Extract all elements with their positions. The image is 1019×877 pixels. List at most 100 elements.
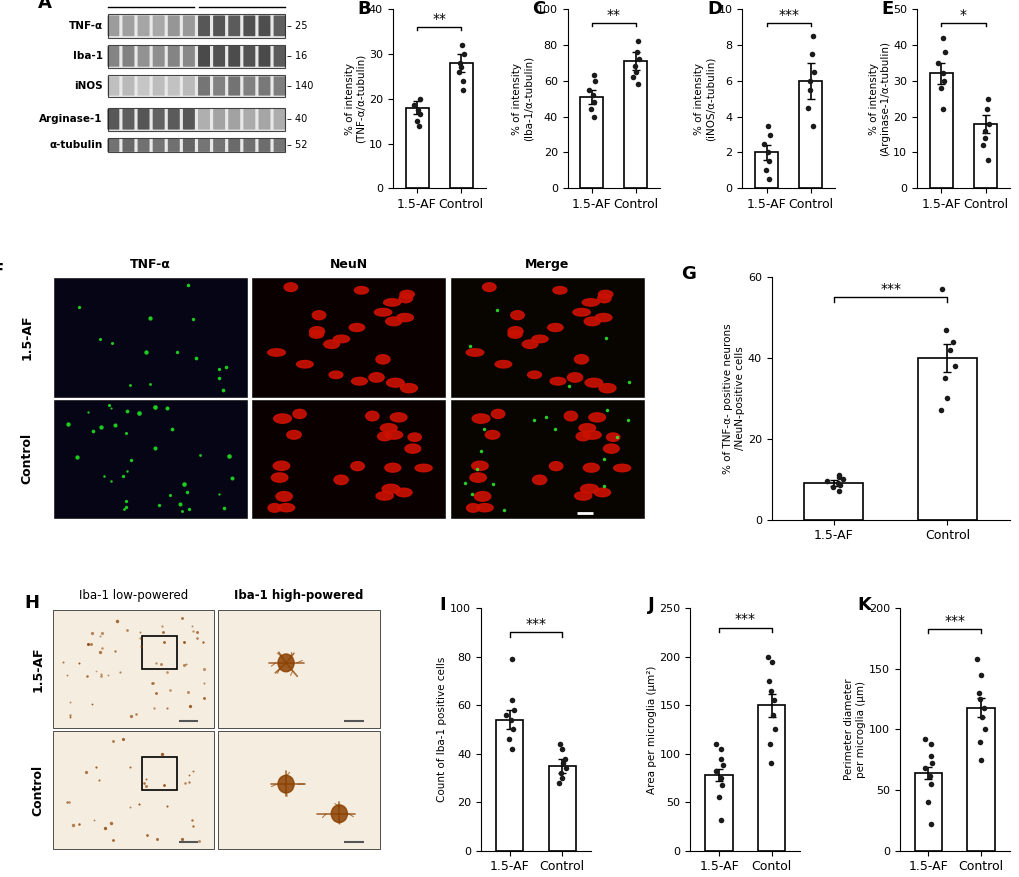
Text: **: **: [432, 11, 445, 25]
Ellipse shape: [507, 331, 522, 339]
Point: [557, 761, 574, 775]
Point: [551, 737, 568, 751]
Point: [410, 103, 426, 117]
Ellipse shape: [597, 294, 610, 303]
Bar: [580, 96, 602, 189]
Ellipse shape: [267, 349, 285, 356]
Ellipse shape: [606, 433, 620, 441]
Point: [931, 81, 948, 95]
Ellipse shape: [476, 503, 492, 512]
Text: A: A: [38, 0, 52, 12]
Bar: [406, 108, 428, 189]
Text: *: *: [959, 8, 966, 22]
Point: [804, 29, 820, 43]
Bar: [624, 61, 647, 189]
Ellipse shape: [377, 432, 391, 441]
Text: ***: ***: [879, 282, 901, 296]
Ellipse shape: [385, 317, 401, 325]
Text: α-tubulin: α-tubulin: [50, 140, 103, 150]
Point: [933, 67, 950, 81]
Point: [586, 74, 602, 88]
Ellipse shape: [532, 335, 547, 343]
Point: [929, 55, 946, 69]
Text: TNF-α: TNF-α: [68, 21, 103, 31]
Ellipse shape: [613, 464, 630, 472]
Point: [923, 756, 940, 770]
FancyBboxPatch shape: [153, 46, 164, 67]
Point: [824, 481, 841, 495]
FancyBboxPatch shape: [244, 76, 255, 96]
Point: [977, 103, 994, 117]
FancyBboxPatch shape: [122, 76, 135, 96]
Point: [550, 776, 567, 790]
FancyBboxPatch shape: [273, 76, 285, 96]
Ellipse shape: [474, 492, 490, 501]
Point: [554, 756, 571, 770]
Ellipse shape: [527, 371, 541, 379]
Ellipse shape: [380, 424, 396, 432]
FancyBboxPatch shape: [168, 46, 179, 67]
Ellipse shape: [276, 492, 292, 501]
Point: [803, 46, 819, 61]
Bar: [917, 358, 976, 519]
FancyBboxPatch shape: [53, 731, 214, 849]
Point: [452, 61, 469, 75]
Ellipse shape: [382, 484, 399, 493]
FancyBboxPatch shape: [218, 610, 379, 728]
Ellipse shape: [399, 290, 414, 298]
Point: [941, 343, 957, 357]
Y-axis label: Count of Iba-1 positive cells: Count of Iba-1 positive cells: [437, 657, 447, 802]
Bar: [495, 720, 523, 851]
Ellipse shape: [329, 371, 342, 379]
Ellipse shape: [567, 373, 582, 382]
Point: [707, 737, 723, 751]
FancyBboxPatch shape: [253, 278, 444, 397]
Point: [503, 652, 520, 667]
FancyBboxPatch shape: [258, 16, 270, 36]
Ellipse shape: [588, 413, 605, 422]
Ellipse shape: [593, 488, 610, 496]
Point: [583, 103, 599, 117]
Point: [764, 708, 781, 722]
FancyBboxPatch shape: [258, 76, 270, 96]
Bar: [966, 708, 994, 851]
Point: [503, 742, 520, 756]
FancyBboxPatch shape: [108, 45, 284, 68]
Ellipse shape: [579, 424, 595, 432]
Point: [935, 45, 952, 59]
Ellipse shape: [376, 354, 389, 364]
FancyBboxPatch shape: [138, 16, 150, 36]
Point: [713, 778, 730, 792]
FancyBboxPatch shape: [198, 139, 210, 152]
Point: [829, 470, 846, 484]
Text: Iba-1: Iba-1: [73, 52, 103, 61]
Text: I: I: [438, 596, 445, 614]
Point: [629, 45, 645, 59]
Bar: [142, 757, 177, 790]
Text: **: **: [606, 8, 621, 22]
Point: [757, 163, 773, 177]
Ellipse shape: [598, 383, 615, 393]
Ellipse shape: [386, 378, 404, 387]
Point: [504, 723, 521, 737]
Point: [916, 761, 932, 775]
Point: [971, 752, 987, 766]
Point: [585, 88, 601, 102]
Point: [766, 723, 783, 737]
Text: E: E: [880, 0, 894, 18]
Ellipse shape: [273, 461, 289, 470]
Ellipse shape: [374, 309, 391, 316]
FancyBboxPatch shape: [138, 139, 150, 152]
FancyBboxPatch shape: [273, 139, 285, 152]
Ellipse shape: [268, 503, 281, 512]
Text: – 40: – 40: [287, 114, 308, 125]
FancyBboxPatch shape: [168, 76, 179, 96]
Ellipse shape: [466, 349, 483, 356]
Ellipse shape: [390, 413, 407, 422]
Y-axis label: % of intensity
(Iba-1/α-tubulin): % of intensity (Iba-1/α-tubulin): [512, 56, 534, 141]
Point: [804, 118, 820, 132]
FancyBboxPatch shape: [153, 109, 164, 130]
Bar: [914, 774, 942, 851]
Text: Control: Control: [217, 0, 266, 2]
Text: B: B: [357, 0, 371, 18]
